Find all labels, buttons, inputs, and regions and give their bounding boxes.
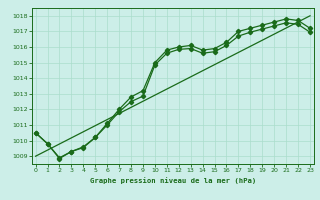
X-axis label: Graphe pression niveau de la mer (hPa): Graphe pression niveau de la mer (hPa): [90, 177, 256, 184]
